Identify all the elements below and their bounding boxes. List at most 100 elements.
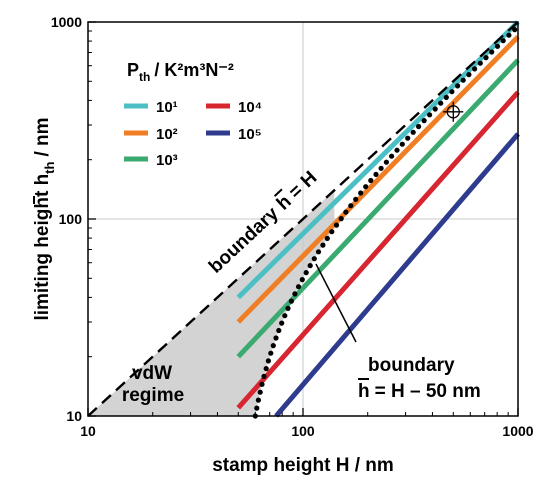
boundary-h-equals-H-minus-50-line	[252, 27, 518, 419]
legend: Pth / K²m³N⁻² 10¹ 10² 10³ 10⁴ 10⁵	[124, 60, 262, 169]
series-line-5	[274, 132, 520, 418]
boundary-dot	[460, 77, 466, 83]
boundary-dot	[500, 38, 506, 44]
legend-title-unit: / K²m³N⁻²	[154, 60, 234, 80]
boundary-dot	[383, 159, 389, 165]
boundary-dot	[389, 153, 395, 159]
boundary-dot	[282, 313, 288, 319]
boundary-dot	[279, 320, 285, 326]
boundary-dot	[466, 72, 472, 78]
boundary-dot	[257, 389, 263, 395]
x-tick-label: 10	[80, 423, 96, 439]
boundary-dot	[329, 229, 335, 235]
boundary-dot	[265, 358, 271, 364]
x-tick-label: 1000	[502, 423, 533, 439]
boundary-dot	[299, 277, 305, 283]
boundary-dot	[416, 123, 422, 130]
boundary-dot	[338, 216, 344, 222]
boundary-dot	[399, 141, 405, 147]
y-axis-label-unit: / nm	[32, 117, 53, 156]
series-line-4	[236, 90, 520, 410]
boundary-dot	[353, 196, 359, 202]
vdw-regime-label-line1: vdW	[132, 363, 172, 384]
boundary-dot	[506, 32, 512, 38]
y-tick-label: 10	[66, 408, 82, 424]
boundary-dot	[483, 55, 489, 61]
boundary-dot	[358, 190, 364, 196]
y-axis-label-sub: th	[42, 161, 57, 173]
boundary-dot	[263, 366, 269, 372]
legend-title-sub: th	[139, 70, 150, 84]
legend-label-1: 10¹	[156, 99, 178, 116]
circle-cross-marker	[443, 101, 464, 122]
boundary-dot	[432, 106, 438, 112]
boundary-lower-line1: boundary	[368, 355, 455, 376]
boundary-dot	[368, 177, 374, 184]
boundary-dot	[270, 343, 276, 349]
boundary-dot	[477, 60, 483, 66]
boundary-dot	[405, 135, 411, 141]
boundary-dot	[394, 147, 400, 153]
boundary-lower-eq: = H – 50 nm	[375, 381, 481, 402]
boundary-dot	[285, 305, 291, 311]
boundary-dot	[373, 171, 379, 177]
x-tick-label: 100	[291, 423, 315, 439]
legend-title-main: P	[127, 60, 139, 80]
y-tick-label: 100	[59, 211, 83, 227]
boundary-dot	[443, 94, 449, 100]
boundary-dot	[254, 405, 260, 411]
legend-label-3: 10³	[156, 152, 178, 169]
boundary-dot	[261, 373, 267, 379]
legend-title: Pth / K²m³N⁻²	[127, 60, 234, 84]
boundary-dot	[259, 381, 265, 387]
boundary-dot	[320, 242, 326, 248]
boundary-dot	[315, 249, 322, 255]
boundary-dot	[494, 43, 501, 49]
boundary-h-equals-H-line	[87, 21, 519, 417]
boundary-dot	[427, 112, 433, 118]
y-tick-label: 1000	[51, 14, 82, 30]
series-line-3	[236, 58, 520, 359]
boundary-dot	[268, 350, 274, 356]
boundary-lower-line2: h = H – 50 nm	[358, 381, 481, 402]
legend-items: 10¹ 10² 10³ 10⁴ 10⁵	[124, 99, 262, 169]
boundary-lower-pointer	[315, 263, 357, 343]
axis-ticks: 10 100 1000 10 100 1000	[51, 14, 534, 439]
boundary-dot	[307, 263, 313, 269]
y-axis-label: limiting height hth / nm	[32, 117, 57, 320]
boundary-dot	[311, 256, 317, 262]
boundary-dot	[295, 284, 302, 290]
boundary-dot	[292, 291, 298, 297]
boundary-dot	[472, 66, 478, 72]
boundary-dot	[343, 209, 349, 215]
legend-label-4: 10⁴	[238, 99, 262, 116]
boundary-dot	[348, 203, 354, 209]
series-line-1	[236, 20, 520, 300]
boundary-dot	[255, 397, 261, 403]
boundary-dot	[438, 100, 444, 106]
boundary-upper-h-overbar	[273, 188, 283, 197]
x-axis-label: stamp height H / nm	[212, 455, 394, 476]
legend-label-2: 10²	[156, 126, 178, 143]
boundary-dot	[288, 298, 294, 304]
boundary-dot	[378, 165, 384, 171]
boundary-dot	[455, 83, 461, 89]
series-layer	[236, 20, 520, 418]
boundary-dot	[333, 222, 340, 228]
boundary-dot	[273, 335, 279, 341]
y-axis-label-main: limiting height h	[32, 174, 53, 321]
boundary-dot	[303, 270, 309, 276]
boundary-dot	[324, 235, 330, 241]
boundary-dot	[489, 49, 495, 55]
boundary-dot	[276, 327, 282, 334]
series-line-2	[236, 35, 520, 324]
boundary-dot	[410, 129, 416, 135]
boundary-dot	[449, 89, 455, 95]
boundary-dot	[363, 184, 369, 190]
boundary-upper-eq: = H	[285, 167, 321, 203]
boundary-dot	[512, 27, 518, 33]
boundary-lower-h: h	[358, 381, 370, 402]
boundary-dot	[421, 118, 427, 124]
legend-label-5: 10⁵	[238, 126, 262, 143]
